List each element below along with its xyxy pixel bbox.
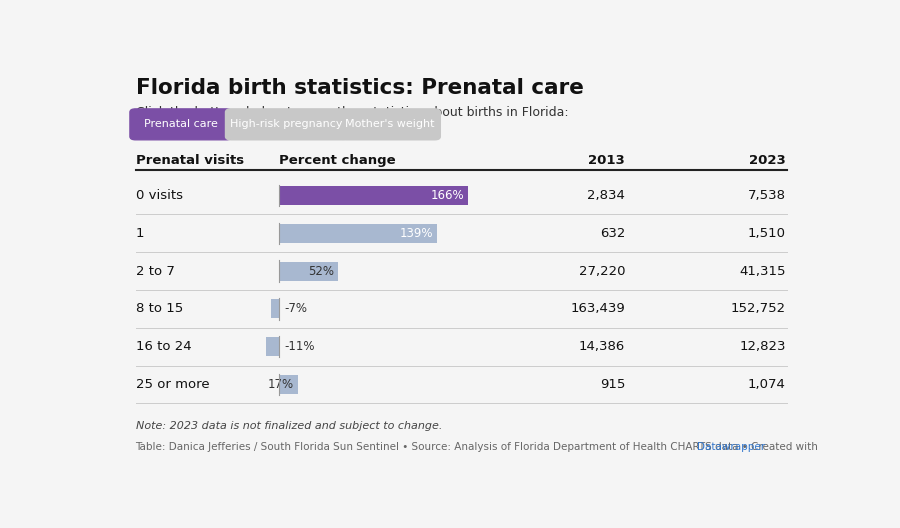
Text: Florida birth statistics: Prenatal care: Florida birth statistics: Prenatal care: [136, 78, 583, 98]
Bar: [266, 337, 278, 356]
Text: 52%: 52%: [308, 265, 334, 278]
Text: Prenatal care: Prenatal care: [144, 119, 218, 129]
Text: 163,439: 163,439: [571, 303, 626, 315]
Text: 8 to 15: 8 to 15: [136, 303, 183, 315]
Text: Note: 2023 data is not finalized and subject to change.: Note: 2023 data is not finalized and sub…: [136, 421, 442, 431]
Text: 915: 915: [599, 378, 625, 391]
Text: 12,823: 12,823: [739, 340, 786, 353]
Text: 7,538: 7,538: [748, 189, 786, 202]
Text: 41,315: 41,315: [739, 265, 786, 278]
Text: 2023: 2023: [749, 154, 786, 167]
Bar: [278, 375, 298, 394]
Bar: [271, 299, 278, 318]
Text: 2013: 2013: [589, 154, 626, 167]
Text: 152,752: 152,752: [731, 303, 786, 315]
Bar: [278, 262, 338, 280]
Text: High-risk pregnancy: High-risk pregnancy: [230, 119, 342, 129]
Text: Table: Danica Jefferies / South Florida Sun Sentinel • Source: Analysis of Flori: Table: Danica Jefferies / South Florida …: [136, 441, 822, 451]
Text: 166%: 166%: [430, 189, 464, 202]
Text: 14,386: 14,386: [579, 340, 626, 353]
Text: 1,510: 1,510: [748, 227, 786, 240]
Text: 25 or more: 25 or more: [136, 378, 209, 391]
Text: 1: 1: [136, 227, 144, 240]
FancyBboxPatch shape: [226, 109, 346, 140]
Text: -11%: -11%: [284, 340, 315, 353]
Text: 16 to 24: 16 to 24: [136, 340, 191, 353]
Text: Datawrapper: Datawrapper: [698, 441, 766, 451]
Text: Click the buttons below to see other statistics about births in Florida:: Click the buttons below to see other sta…: [136, 106, 568, 119]
Bar: [278, 186, 468, 205]
Text: Mother's weight: Mother's weight: [346, 119, 435, 129]
FancyBboxPatch shape: [340, 109, 440, 140]
Text: 2,834: 2,834: [588, 189, 626, 202]
Text: 17%: 17%: [267, 378, 293, 391]
Text: -7%: -7%: [284, 303, 307, 315]
Bar: [278, 224, 437, 243]
Text: 0 visits: 0 visits: [136, 189, 183, 202]
Text: 27,220: 27,220: [579, 265, 626, 278]
Text: 139%: 139%: [400, 227, 433, 240]
FancyBboxPatch shape: [130, 109, 232, 140]
Text: Prenatal visits: Prenatal visits: [136, 154, 244, 167]
Text: Percent change: Percent change: [278, 154, 395, 167]
Text: 1,074: 1,074: [748, 378, 786, 391]
Text: 632: 632: [599, 227, 625, 240]
Text: 2 to 7: 2 to 7: [136, 265, 175, 278]
